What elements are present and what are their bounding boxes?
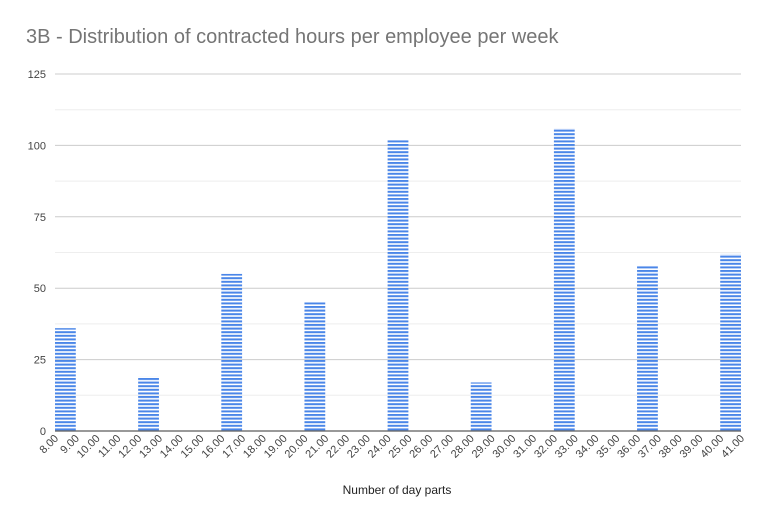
histogram-bar (55, 328, 76, 431)
y-tick-label: 25 (34, 355, 46, 367)
y-tick-label: 100 (28, 140, 46, 152)
x-tick-label: 10.00 (75, 433, 103, 461)
y-tick-label: 0 (40, 426, 46, 438)
x-axis-title: Number of day parts (343, 483, 452, 497)
histogram-bar (304, 302, 325, 431)
histogram-bar (554, 128, 575, 431)
y-tick-label: 50 (34, 283, 46, 295)
y-axis-ticks: 0 25 50 75 100 125 (28, 69, 46, 438)
y-tick-label: 75 (34, 212, 46, 224)
histogram-bar (637, 265, 658, 431)
histogram-bar (221, 274, 242, 431)
histogram-bar (388, 140, 409, 431)
bars (55, 128, 741, 431)
histogram-bar (471, 382, 492, 431)
histogram-bar (720, 254, 741, 431)
y-tick-label: 125 (28, 69, 46, 81)
histogram-bar (138, 377, 159, 431)
x-axis-ticks: 8.009.0010.0011.0012.0013.0014.0015.0016… (37, 433, 747, 461)
x-tick-label: 41.00 (719, 433, 747, 461)
